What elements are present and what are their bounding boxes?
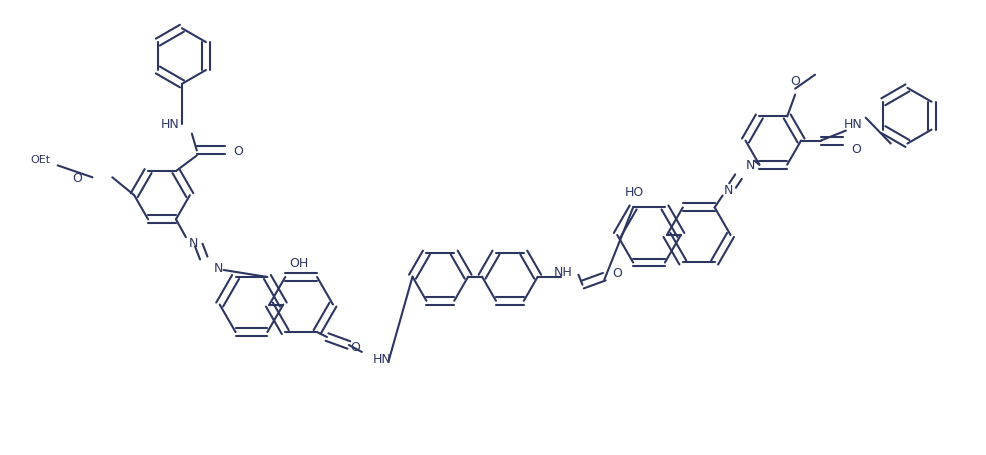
Text: O: O <box>851 143 861 156</box>
Text: O: O <box>234 145 244 157</box>
Text: O: O <box>612 267 622 280</box>
Text: O: O <box>350 341 360 354</box>
Text: NH: NH <box>554 266 573 278</box>
Text: O: O <box>790 75 800 88</box>
Text: HN: HN <box>843 118 862 131</box>
Text: HN: HN <box>373 353 391 366</box>
Text: N: N <box>214 261 224 274</box>
Text: N: N <box>724 184 734 197</box>
Text: N: N <box>189 236 198 249</box>
Text: O: O <box>73 172 83 184</box>
Text: HN: HN <box>161 118 179 131</box>
Text: OH: OH <box>290 256 309 269</box>
Text: HO: HO <box>624 185 644 198</box>
Text: OEt: OEt <box>31 155 51 165</box>
Text: N: N <box>745 159 755 172</box>
